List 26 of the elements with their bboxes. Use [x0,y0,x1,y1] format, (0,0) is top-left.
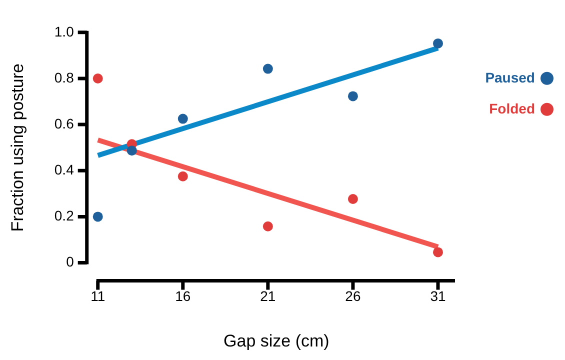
point [178,114,188,124]
y-tick-label: 0.4 [54,162,74,178]
legend-label: Paused [485,69,535,86]
x-tick-label: 11 [90,288,106,304]
y-axis-title: Fraction using posture [8,64,27,232]
point [348,91,358,102]
x-axis-title: Gap size (cm) [224,331,330,350]
point [262,221,273,232]
point [92,73,103,84]
x-tick-label: 31 [430,288,446,304]
y-tick-label: 0 [66,254,74,270]
x-tick-label: 26 [345,288,361,304]
point [432,247,443,258]
point [262,64,273,74]
y-tick-label: 0.8 [54,69,74,86]
y-tick-label: 1.0 [54,23,74,40]
point [178,171,188,182]
x-tick-label: 16 [175,288,191,304]
point [348,194,358,204]
y-tick-label: 0.2 [54,208,74,224]
point [126,146,137,156]
legend-label: Folded [489,100,535,116]
point [92,212,103,222]
y-tick-label: 0.6 [54,115,74,132]
point [432,38,443,48]
x-tick-label: 21 [260,288,276,304]
